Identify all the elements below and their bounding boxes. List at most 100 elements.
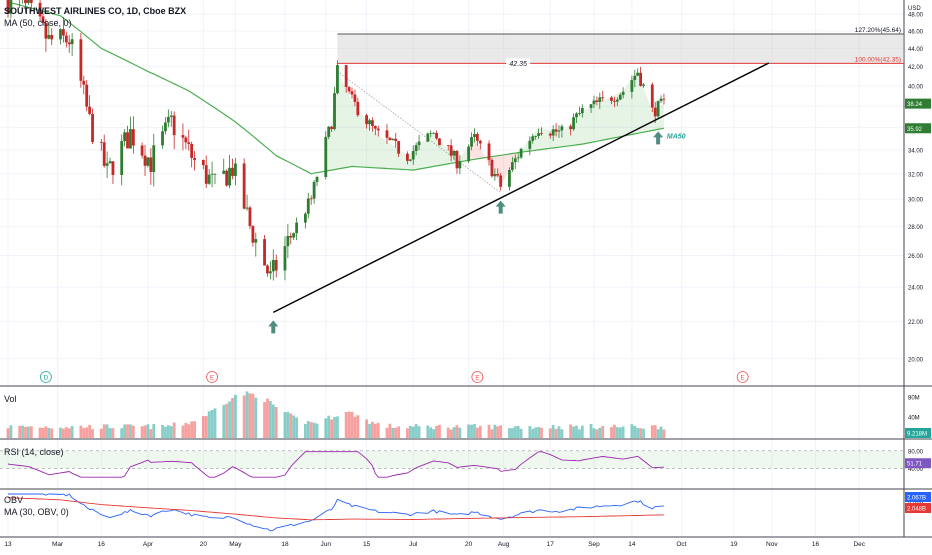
candle-up: [659, 98, 663, 102]
volume-bar: [6, 428, 10, 438]
ma-indicator-label[interactable]: MA (50, close, 0): [4, 18, 72, 28]
volume-bar: [467, 424, 471, 438]
volume-pane-label[interactable]: Vol: [4, 394, 17, 404]
candle-down: [309, 198, 313, 200]
rsi-axis-tick: 40.00: [908, 467, 924, 473]
candle-down: [388, 137, 392, 141]
volume-bar: [508, 428, 511, 438]
volume-bar: [458, 427, 462, 438]
candle-down: [274, 259, 278, 271]
candle-down: [455, 150, 459, 169]
volume-bar: [656, 429, 660, 438]
candle-down: [85, 84, 89, 107]
volume-bar: [140, 426, 144, 438]
time-axis-label: Jun: [321, 541, 332, 548]
volume-bar: [435, 425, 438, 438]
candle-up: [572, 117, 575, 130]
volume-bar: [271, 404, 275, 438]
candle-up: [245, 207, 249, 209]
volume-bar: [569, 424, 573, 438]
volume-bar: [612, 424, 616, 438]
volume-bar: [580, 425, 584, 438]
candle-up: [589, 104, 593, 108]
volume-bar: [228, 401, 231, 438]
candle-down: [353, 94, 357, 102]
candle-down: [24, 0, 27, 4]
candle-down: [263, 239, 266, 266]
price-axis-tick: 44.00: [908, 47, 924, 53]
volume-bar: [475, 427, 479, 438]
candle-down: [365, 115, 368, 125]
obv-ma-label[interactable]: MA (30, OBV, 0): [4, 507, 69, 517]
obv-ma-badge: 2.048B: [905, 503, 931, 513]
price-axis-tick: 32.00: [908, 172, 924, 178]
volume-bar: [27, 426, 30, 438]
volume-bar: [650, 425, 654, 438]
earnings-marker[interactable]: E: [471, 371, 484, 383]
candle-down: [91, 113, 94, 142]
volume-bar: [429, 427, 433, 438]
candle-up: [268, 271, 272, 274]
candle-up: [467, 146, 471, 162]
volume-bar: [210, 409, 214, 438]
volume-bar: [470, 424, 473, 438]
obv-pane-label[interactable]: OBV: [4, 495, 24, 505]
rsi-axis-tick: 80.00: [908, 449, 924, 455]
volume-bar: [397, 426, 401, 438]
candle-down: [79, 39, 83, 81]
volume-bar: [24, 426, 27, 438]
candle-down: [446, 145, 450, 147]
volume-bar: [274, 406, 278, 438]
volume-bar: [146, 424, 150, 438]
candle-up: [295, 222, 299, 234]
candle-down: [385, 130, 389, 138]
volume-bar: [169, 426, 173, 438]
rsi-line: [7, 451, 664, 478]
candle-up: [9, 0, 13, 14]
candle-up: [254, 239, 258, 243]
candle-up: [592, 100, 596, 105]
volume-bar: [653, 425, 657, 438]
last-price-badge-bg: [905, 98, 931, 109]
volume-bar: [108, 428, 112, 438]
candle-down: [554, 129, 558, 132]
candle-down: [193, 157, 196, 160]
time-axis-label: Oct: [676, 541, 686, 548]
candle-up: [169, 115, 173, 117]
candle-up: [510, 162, 514, 171]
volume-bar: [105, 424, 109, 438]
time-axis-label: 15: [363, 541, 371, 548]
candle-up: [286, 236, 290, 247]
candle-down: [82, 80, 86, 85]
volume-bar: [248, 393, 252, 438]
candle-down: [187, 142, 191, 144]
candle-up: [59, 29, 62, 40]
price-axis-tick: 48.00: [908, 13, 924, 19]
candle-down: [435, 132, 438, 139]
candle-up: [152, 145, 156, 172]
obv-ma-badge-bg: [905, 503, 931, 513]
volume-bar: [452, 427, 456, 438]
volume-bar: [47, 427, 51, 438]
grid-lines: [0, 0, 904, 536]
earnings-marker[interactable]: E: [736, 371, 749, 383]
earnings-marker[interactable]: E: [206, 371, 218, 383]
candle-down: [540, 133, 543, 135]
dividend-marker[interactable]: D: [39, 371, 52, 383]
price-axis-tick: 42.00: [908, 65, 924, 71]
candle-up: [580, 107, 584, 114]
candle-up: [560, 126, 564, 131]
candle-up: [508, 170, 511, 187]
obv-badge: 2.067B: [905, 492, 931, 502]
volume-bar: [79, 425, 83, 438]
price-axis-tick: 30.00: [908, 198, 924, 204]
ma50-badge-text: 35.92: [907, 127, 923, 133]
price-axis[interactable]: USD48.0046.0044.0042.0040.0038.0036.0034…: [908, 6, 924, 363]
time-axis[interactable]: 13 Mar 16 Apr 20 May 18 Jun 15 Jul 20 Aug 17 Sep 14 Oct…: [4, 541, 865, 548]
volume-bar: [347, 411, 351, 438]
candle-up: [537, 133, 540, 136]
rsi-pane-label[interactable]: RSI (14, close): [4, 447, 64, 457]
candle-up: [575, 113, 578, 118]
candle-up: [656, 101, 660, 117]
